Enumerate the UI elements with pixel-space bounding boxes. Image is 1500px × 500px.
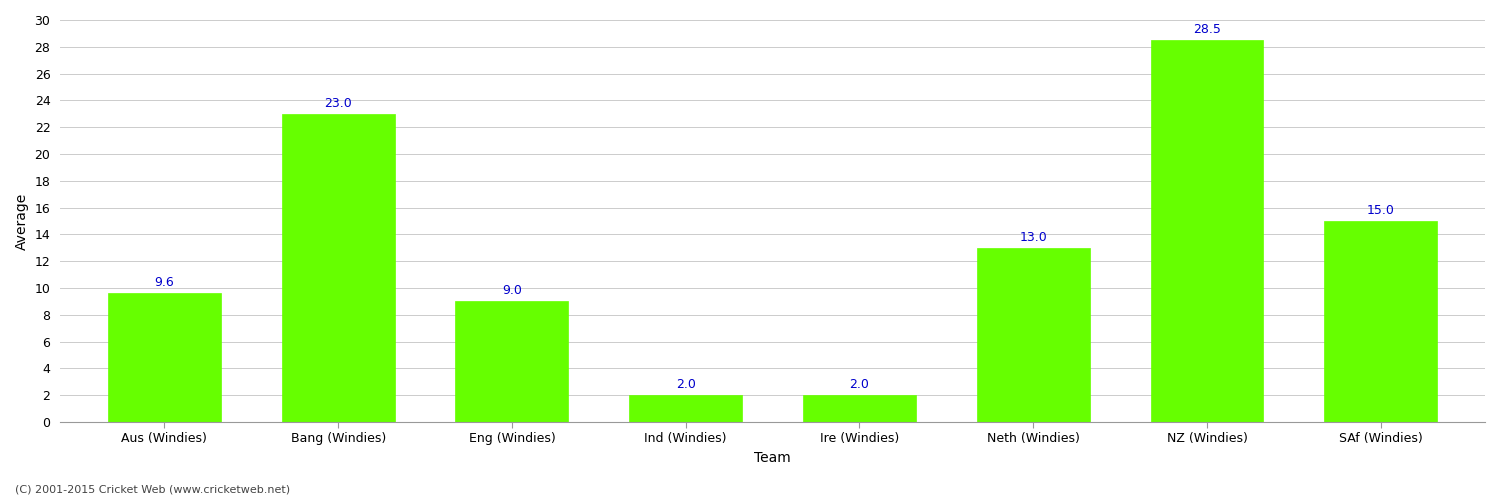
- Bar: [282, 114, 394, 422]
- Text: 9.0: 9.0: [503, 284, 522, 298]
- X-axis label: Team: Team: [754, 451, 790, 465]
- Text: 28.5: 28.5: [1192, 23, 1221, 36]
- Bar: [1324, 221, 1437, 422]
- Text: 9.6: 9.6: [154, 276, 174, 289]
- Text: 23.0: 23.0: [324, 97, 352, 110]
- Text: 2.0: 2.0: [849, 378, 870, 391]
- Text: 13.0: 13.0: [1020, 231, 1047, 244]
- Text: 15.0: 15.0: [1366, 204, 1395, 217]
- Bar: [628, 395, 742, 422]
- Bar: [456, 302, 568, 422]
- Y-axis label: Average: Average: [15, 192, 28, 250]
- Bar: [976, 248, 1089, 422]
- Bar: [1150, 40, 1263, 422]
- Bar: [108, 294, 220, 422]
- Text: (C) 2001-2015 Cricket Web (www.cricketweb.net): (C) 2001-2015 Cricket Web (www.cricketwe…: [15, 485, 290, 495]
- Bar: [802, 395, 916, 422]
- Text: 2.0: 2.0: [676, 378, 696, 391]
